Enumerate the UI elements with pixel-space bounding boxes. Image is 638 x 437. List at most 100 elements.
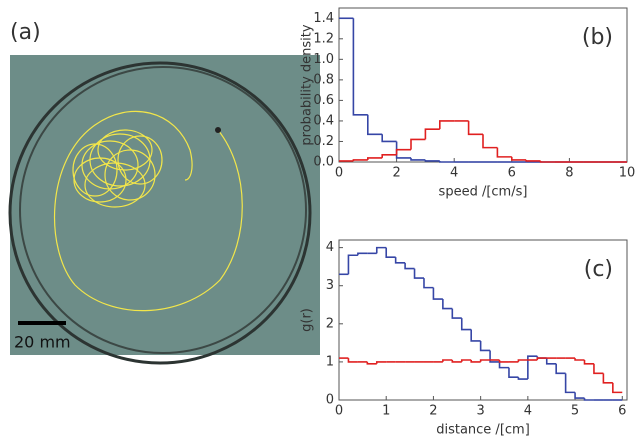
- histogram-step: [404, 262, 415, 270]
- x-tick-label: 8: [565, 166, 573, 181]
- panel-label: (c): [584, 257, 613, 282]
- histogram-step: [423, 278, 434, 289]
- y-tick-label: 0: [326, 393, 334, 408]
- histogram-step: [612, 382, 623, 394]
- scale-bar-label: 20 mm: [14, 333, 71, 352]
- histogram-step: [442, 299, 453, 310]
- histogram-step: [527, 355, 538, 380]
- histogram-step: [347, 254, 358, 275]
- x-tick-label: 3: [476, 404, 484, 419]
- histogram-step: [367, 114, 383, 136]
- x-tick-label: 5: [571, 404, 579, 419]
- histogram-step: [539, 160, 555, 163]
- histogram-step: [489, 350, 500, 363]
- x-axis-label: distance /[cm]: [436, 423, 530, 437]
- y-tick-label: 1: [326, 354, 334, 369]
- y-tick-label: 4: [326, 240, 334, 255]
- x-tick-label: 6: [618, 404, 626, 419]
- histogram-step: [381, 134, 397, 143]
- histogram-step: [498, 360, 509, 363]
- histogram-step: [432, 287, 443, 300]
- x-tick-label: 1: [382, 404, 390, 419]
- histogram-step: [424, 159, 440, 162]
- y-tick-label: 0.0: [313, 155, 334, 170]
- y-tick-label: 0.8: [313, 72, 334, 87]
- panel-label: (a): [10, 20, 41, 45]
- histogram-step: [367, 157, 383, 160]
- panel-label: (b): [582, 25, 613, 50]
- histogram-step: [439, 160, 455, 163]
- histogram-step: [583, 360, 594, 365]
- y-tick-label: 0.4: [313, 113, 334, 128]
- histogram-step: [545, 358, 557, 365]
- scale-bar: [18, 321, 66, 325]
- x-tick-label: 6: [508, 166, 516, 181]
- y-tick-label: 1.0: [313, 52, 334, 67]
- x-axis-label: speed /[cm/s]: [439, 185, 528, 200]
- histogram-step: [517, 377, 528, 380]
- histogram-step: [564, 373, 576, 394]
- histogram-step: [482, 134, 498, 149]
- x-tick-label: 4: [450, 166, 458, 181]
- histogram-step: [574, 392, 585, 399]
- dish-rim: [19, 66, 307, 354]
- histogram-step: [460, 359, 472, 362]
- histogram-step: [395, 148, 411, 155]
- x-tick-label: 10: [619, 166, 636, 181]
- histogram-step: [394, 257, 406, 264]
- histogram-step: [593, 363, 604, 375]
- histogram-step: [511, 156, 527, 161]
- histogram-step: [525, 159, 541, 162]
- dish-rim: [8, 61, 312, 365]
- x-tick-label: 0: [335, 166, 343, 181]
- histogram-step: [574, 358, 585, 361]
- y-tick-label: 0.2: [313, 134, 334, 149]
- histogram-step: [381, 154, 397, 158]
- histogram-step: [385, 247, 396, 258]
- histogram-step: [451, 308, 462, 319]
- y-axis-label: probability density: [300, 24, 315, 145]
- histogram-step: [496, 147, 512, 158]
- x-tick-label: 4: [524, 404, 532, 419]
- histogram-step: [451, 360, 462, 363]
- histogram-step: [460, 318, 472, 331]
- robot: [215, 127, 221, 133]
- x-tick-label: 2: [392, 166, 400, 181]
- y-tick-label: 0.6: [313, 93, 334, 108]
- histogram-step: [467, 120, 483, 136]
- histogram-step: [517, 359, 528, 362]
- histogram-step: [479, 340, 491, 352]
- y-tick-label: 2: [326, 316, 334, 331]
- histogram-step: [357, 252, 368, 256]
- histogram-step: [413, 268, 424, 279]
- photo-panel: 20 mm (a): [8, 20, 320, 365]
- photo: [10, 55, 320, 355]
- histogram-step: [347, 358, 358, 363]
- histogram-step: [470, 360, 481, 363]
- histogram-step: [498, 361, 509, 369]
- histogram-step: [395, 141, 411, 159]
- histogram-step: [470, 329, 481, 342]
- histogram-step: [602, 373, 613, 384]
- histogram-step: [352, 18, 368, 116]
- histogram-step: [508, 367, 519, 378]
- histogram-step: [555, 363, 566, 375]
- plot-frame: [338, 239, 628, 401]
- histogram-step: [410, 157, 426, 161]
- histogram-step: [583, 398, 594, 401]
- histogram-step: [375, 361, 387, 364]
- x-tick-label: 0: [335, 404, 343, 419]
- histogram-step: [424, 128, 440, 140]
- y-tick-label: 1.4: [313, 11, 334, 26]
- histogram-step: [375, 246, 387, 254]
- trajectory: [54, 110, 243, 312]
- histogram-step: [442, 359, 453, 362]
- histogram-step: [536, 357, 547, 360]
- y-tick-label: 3: [326, 278, 334, 293]
- histogram-step: [439, 120, 455, 130]
- x-tick-label: 2: [429, 404, 437, 419]
- y-tick-label: 1.2: [313, 31, 334, 46]
- histogram-step: [366, 361, 377, 365]
- histogram-step: [410, 138, 426, 150]
